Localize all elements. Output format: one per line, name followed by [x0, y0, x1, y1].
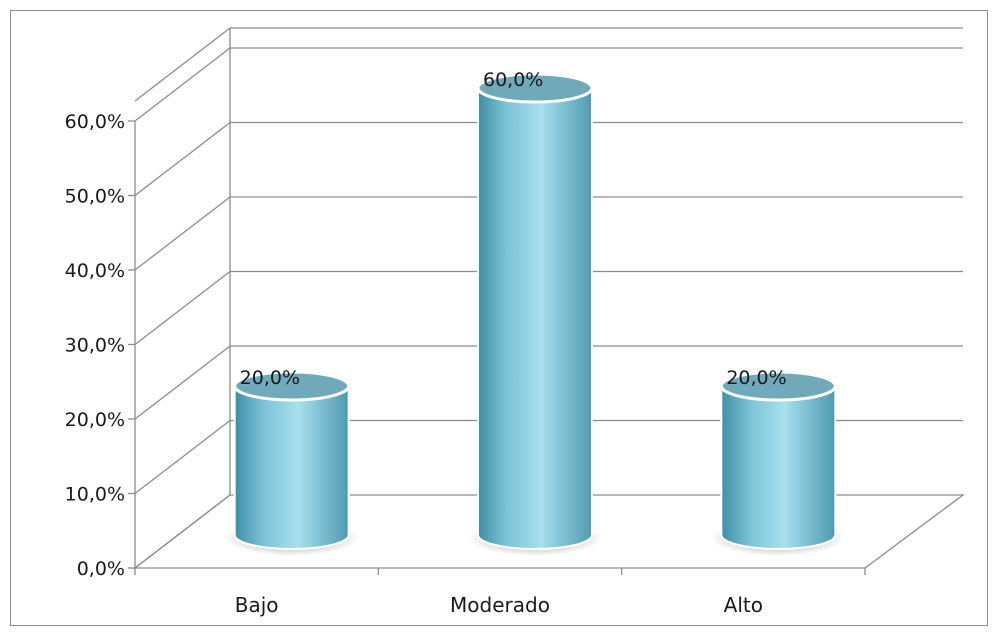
data-label: 20,0% — [240, 367, 300, 389]
y-tick-label: 10,0% — [65, 484, 125, 506]
bar-top — [233, 370, 351, 402]
y-tick-label: 20,0% — [65, 409, 125, 431]
y-axis-ticks: 0,0% 10,0% 20,0% 30,0% 40,0% 50,0% 60,0% — [65, 111, 125, 580]
y-tick-label: 0,0% — [77, 558, 125, 580]
gridline-side-4 — [134, 196, 231, 271]
bar-alto — [711, 370, 846, 556]
y-tick-label: 50,0% — [65, 186, 125, 208]
x-category-label: Alto — [724, 593, 763, 617]
axes — [128, 27, 965, 575]
y-tick-label: 40,0% — [65, 260, 125, 282]
data-label: 60,0% — [483, 69, 543, 91]
side-wall-top — [134, 27, 231, 102]
y-tick-label: 30,0% — [65, 335, 125, 357]
gridline-side-2 — [134, 345, 231, 420]
bar-body — [233, 385, 350, 550]
bar-body — [720, 385, 837, 550]
y-tick-label: 60,0% — [65, 111, 125, 133]
bar-bajo — [224, 370, 359, 556]
gridline-side-5 — [134, 121, 231, 197]
gridline-side-1 — [134, 419, 231, 495]
data-labels: 20,0% 60,0% 20,0% — [240, 69, 787, 389]
x-category-label: Bajo — [235, 593, 279, 617]
gridline-side-6 — [134, 47, 231, 122]
bar-top — [719, 370, 837, 402]
x-axis-categories: Bajo Moderado Alto — [235, 593, 763, 617]
bar-moderado — [468, 72, 602, 556]
bars — [224, 72, 846, 556]
x-category-label: Moderado — [450, 593, 550, 617]
gridline-side-3 — [134, 270, 231, 346]
data-label: 20,0% — [726, 367, 786, 389]
bar-body — [477, 87, 593, 550]
bar-top — [476, 72, 594, 104]
